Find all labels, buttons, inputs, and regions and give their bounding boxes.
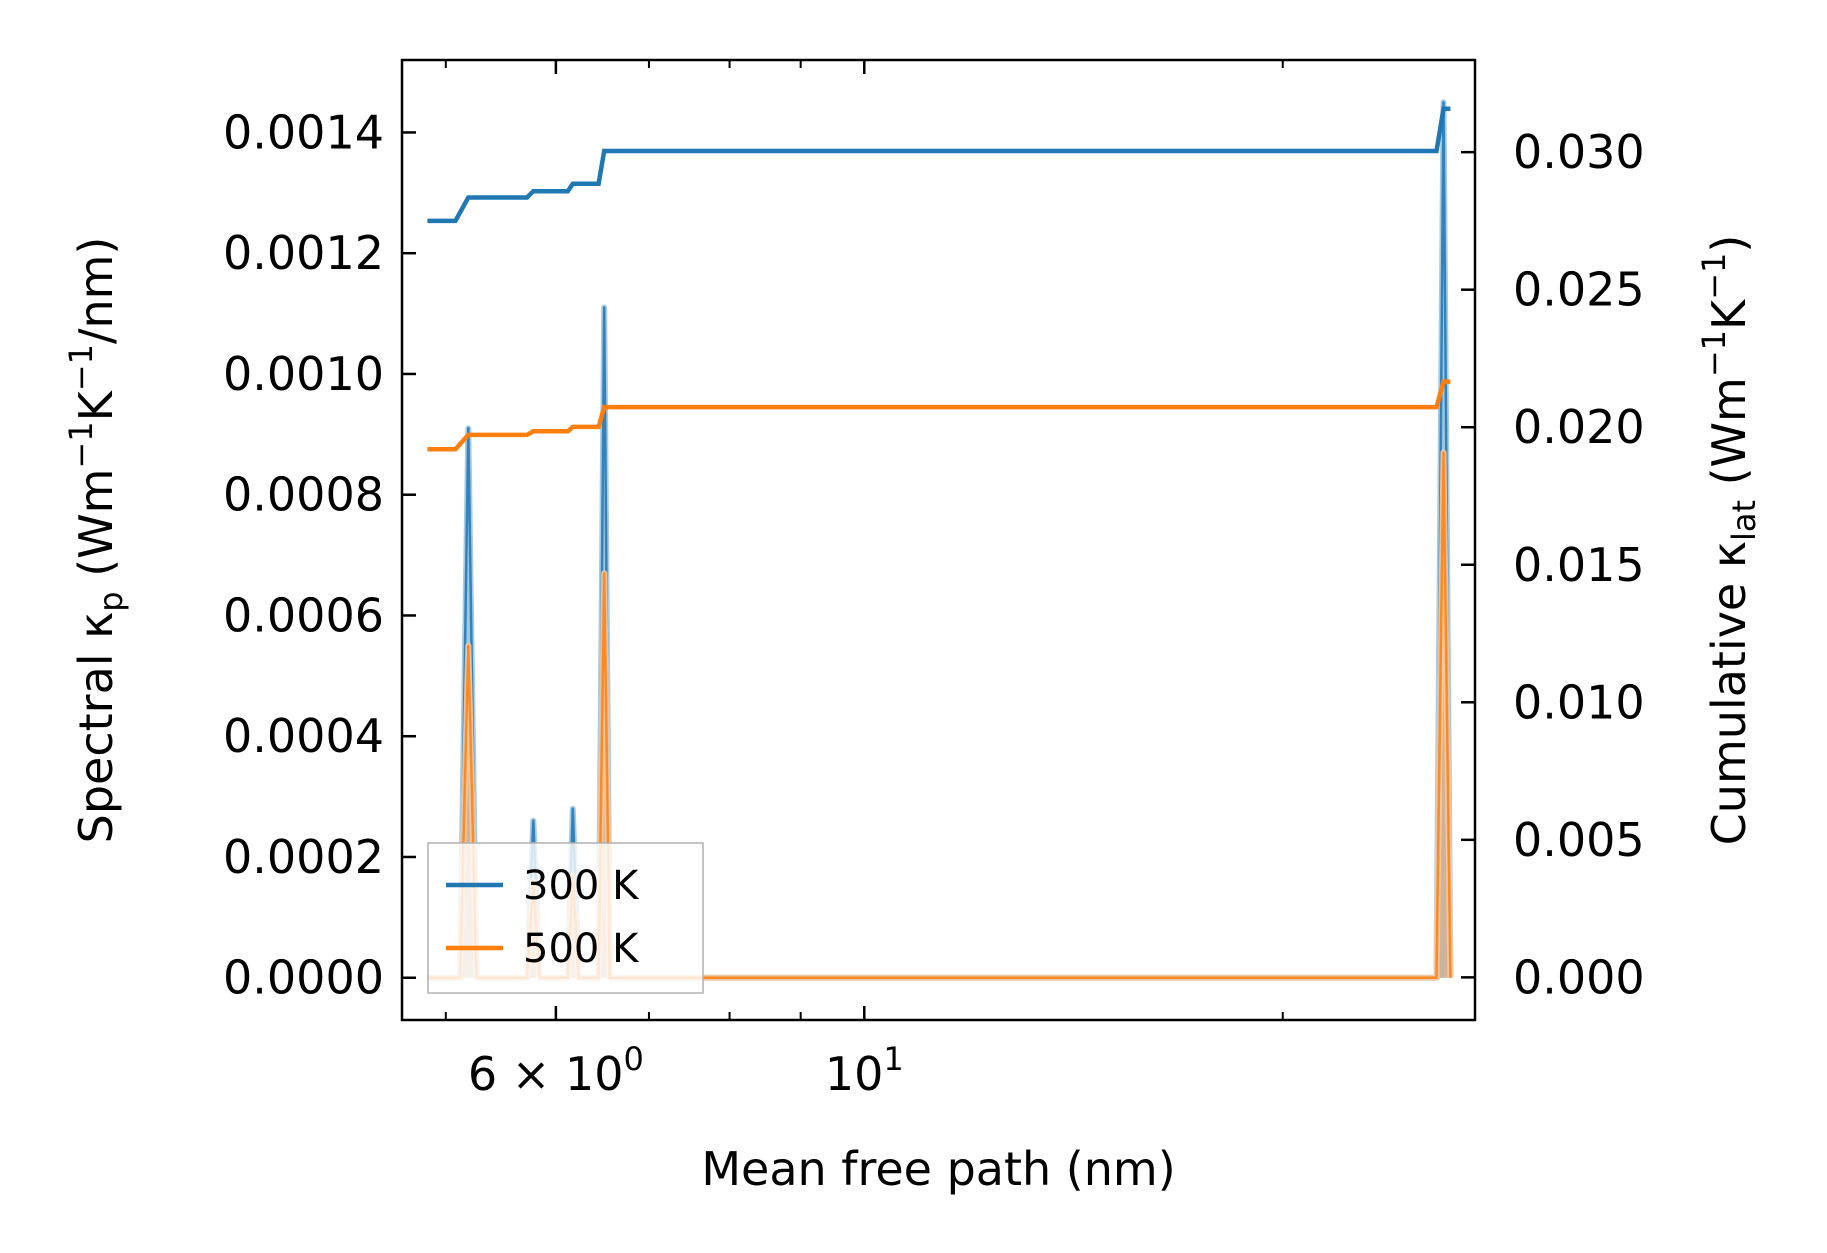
right-y-axis-label: Cumulative κlat (Wm−1K−1)	[1695, 235, 1763, 846]
left-y-tick-label: 0.0006	[223, 588, 384, 642]
legend-label: 500 K	[523, 926, 640, 972]
cumulative-series-group	[427, 106, 1451, 452]
x-tick-label: 101	[825, 1040, 904, 1101]
left-y-tick-label: 0.0012	[223, 226, 384, 280]
cumulative-line-300-k	[427, 106, 1451, 224]
right-y-tick-label: 0.010	[1513, 675, 1645, 729]
left-y-tick-label: 0.0014	[223, 105, 384, 159]
labels-group: Mean free path (nm) Spectral κp (Wm−1K−1/…	[62, 235, 1763, 1196]
legend-label: 300 K	[523, 863, 640, 909]
right-y-tick-label: 0.030	[1513, 125, 1645, 179]
right-y-tick-label: 0.020	[1513, 400, 1645, 454]
legend-box	[427, 842, 704, 994]
right-y-tick-label: 0.000	[1513, 950, 1645, 1004]
x-axis-label: Mean free path (nm)	[701, 1142, 1175, 1196]
left-y-tick-label: 0.0000	[223, 951, 384, 1005]
left-y-tick-label: 0.0010	[223, 347, 384, 401]
left-y-tick-label: 0.0002	[223, 830, 384, 884]
left-y-axis-label: Spectral κp (Wm−1K−1/nm)	[62, 237, 130, 844]
cumulative-line-500-k	[427, 379, 1451, 452]
legend: 300 K 500 K	[427, 842, 704, 994]
left-y-tick-label: 0.0008	[223, 468, 384, 522]
ticks-group: 0.0000 0.0002 0.0004 0.0006 0.0008 0.0010 0.00…	[223, 60, 1645, 1101]
right-y-tick-label: 0.015	[1513, 538, 1645, 592]
plot-frame	[400, 58, 1477, 1022]
left-y-tick-label: 0.0004	[223, 709, 384, 763]
x-tick-label: 6 × 100	[468, 1040, 644, 1101]
right-y-tick-label: 0.005	[1513, 813, 1645, 867]
axes-group	[400, 58, 1477, 1022]
right-y-tick-label: 0.025	[1513, 263, 1645, 317]
